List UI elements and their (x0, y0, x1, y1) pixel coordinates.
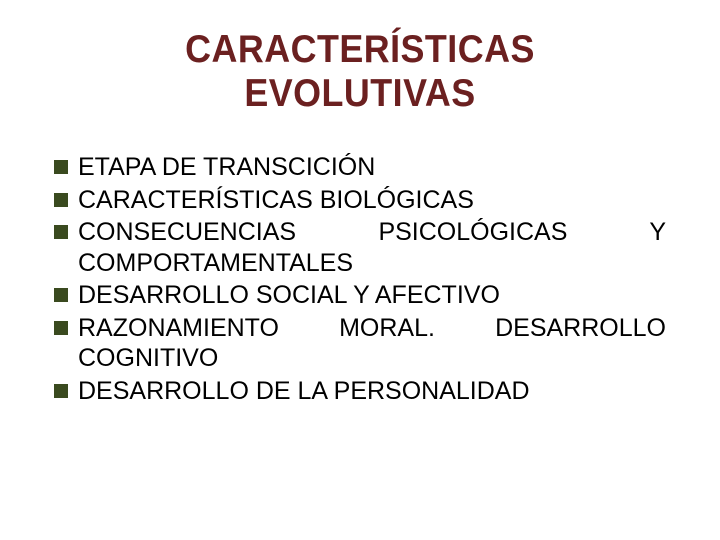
list-item: RAZONAMIENTO MORAL. DESARROLLO COGNITIVO (54, 313, 666, 374)
list-item-text: RAZONAMIENTO MORAL. DESARROLLO COGNITIVO (78, 313, 666, 374)
list-item: CARACTERÍSTICAS BIOLÓGICAS (54, 185, 666, 216)
square-bullet-icon (54, 288, 68, 302)
slide-title: CARACTERÍSTICAS EVOLUTIVAS (78, 28, 641, 116)
list-item-text: DESARROLLO SOCIAL Y AFECTIVO (78, 280, 666, 311)
list-item: CONSECUENCIAS PSICOLÓGICAS Y COMPORTAMEN… (54, 217, 666, 278)
list-item: DESARROLLO SOCIAL Y AFECTIVO (54, 280, 666, 311)
square-bullet-icon (54, 321, 68, 335)
square-bullet-icon (54, 225, 68, 239)
list-item: ETAPA DE TRANSCICIÓN (54, 152, 666, 183)
square-bullet-icon (54, 384, 68, 398)
list-item-text: CARACTERÍSTICAS BIOLÓGICAS (78, 185, 666, 216)
slide: CARACTERÍSTICAS EVOLUTIVAS ETAPA DE TRAN… (0, 0, 720, 540)
list-item-text: ETAPA DE TRANSCICIÓN (78, 152, 666, 183)
square-bullet-icon (54, 193, 68, 207)
list-item-text: CONSECUENCIAS PSICOLÓGICAS Y COMPORTAMEN… (78, 217, 666, 278)
list-item-text: DESARROLLO DE LA PERSONALIDAD (78, 376, 666, 407)
square-bullet-icon (54, 160, 68, 174)
bullet-list: ETAPA DE TRANSCICIÓN CARACTERÍSTICAS BIO… (54, 152, 666, 406)
list-item: DESARROLLO DE LA PERSONALIDAD (54, 376, 666, 407)
